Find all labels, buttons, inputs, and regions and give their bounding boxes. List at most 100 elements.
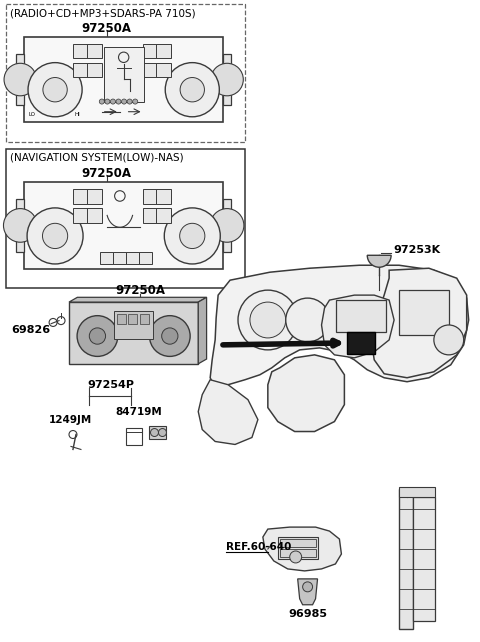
Bar — [73, 63, 88, 77]
Bar — [114, 311, 153, 339]
Bar — [73, 208, 88, 223]
Circle shape — [211, 64, 243, 96]
Circle shape — [286, 298, 329, 342]
Circle shape — [165, 63, 219, 117]
Polygon shape — [198, 380, 258, 444]
Text: 97253K: 97253K — [393, 245, 440, 256]
Circle shape — [121, 99, 127, 104]
Bar — [24, 37, 223, 122]
Circle shape — [132, 99, 138, 104]
Polygon shape — [198, 297, 206, 364]
Text: 1249JM: 1249JM — [49, 415, 92, 424]
Polygon shape — [263, 527, 341, 571]
Bar — [413, 498, 435, 621]
Bar — [348, 332, 375, 354]
Bar — [278, 537, 318, 559]
Text: 96985: 96985 — [288, 609, 327, 619]
Circle shape — [110, 99, 116, 104]
Circle shape — [162, 328, 178, 344]
Circle shape — [180, 223, 205, 248]
Polygon shape — [322, 295, 394, 358]
Bar — [148, 426, 167, 440]
Bar — [6, 4, 245, 142]
Bar — [280, 549, 315, 557]
Circle shape — [99, 99, 104, 104]
Bar — [87, 44, 102, 58]
Circle shape — [302, 582, 312, 592]
Bar — [24, 182, 223, 269]
Bar — [69, 302, 198, 364]
Bar — [87, 208, 102, 223]
Bar — [126, 252, 139, 264]
Text: 97254P: 97254P — [87, 380, 134, 390]
Bar — [336, 300, 386, 332]
Circle shape — [4, 64, 36, 96]
Polygon shape — [268, 355, 344, 431]
Bar — [104, 48, 144, 103]
Bar — [143, 189, 157, 204]
Bar — [399, 290, 449, 335]
Text: REF.60-640: REF.60-640 — [226, 542, 291, 552]
Circle shape — [42, 223, 68, 248]
Circle shape — [105, 99, 110, 104]
Bar — [139, 252, 152, 264]
Circle shape — [3, 209, 37, 242]
Bar — [126, 428, 142, 446]
Bar — [87, 63, 102, 77]
Circle shape — [180, 78, 204, 102]
Polygon shape — [210, 265, 468, 388]
Circle shape — [149, 316, 190, 356]
Bar — [156, 44, 171, 58]
Bar — [87, 189, 102, 204]
Bar — [129, 315, 137, 324]
Circle shape — [89, 328, 106, 344]
Bar — [223, 54, 231, 105]
Bar — [140, 315, 149, 324]
Circle shape — [210, 209, 244, 242]
Circle shape — [158, 428, 167, 437]
Text: (NAVIGATION SYSTEM(LOW)-NAS): (NAVIGATION SYSTEM(LOW)-NAS) — [11, 153, 184, 162]
Bar — [6, 149, 245, 288]
Text: HI: HI — [75, 112, 81, 117]
Wedge shape — [367, 256, 391, 267]
Bar — [143, 44, 157, 58]
Circle shape — [43, 78, 67, 102]
Bar — [156, 208, 171, 223]
Circle shape — [151, 428, 158, 437]
Circle shape — [164, 208, 220, 264]
Bar — [156, 189, 171, 204]
Bar — [223, 199, 231, 252]
Circle shape — [116, 99, 121, 104]
Bar — [73, 189, 88, 204]
Circle shape — [290, 551, 301, 563]
Circle shape — [250, 302, 286, 338]
Bar — [16, 199, 24, 252]
Polygon shape — [371, 268, 467, 377]
Polygon shape — [69, 297, 206, 302]
Text: 97250A: 97250A — [115, 284, 165, 297]
Circle shape — [28, 63, 82, 117]
Text: LO: LO — [29, 112, 36, 117]
Polygon shape — [298, 579, 318, 605]
Text: 69826: 69826 — [12, 325, 50, 335]
Bar — [156, 63, 171, 77]
Bar — [117, 315, 126, 324]
Bar — [16, 54, 24, 105]
Circle shape — [127, 99, 132, 104]
Circle shape — [77, 316, 118, 356]
Circle shape — [238, 290, 298, 350]
Bar — [100, 252, 113, 264]
Bar — [73, 44, 88, 58]
Bar — [113, 252, 126, 264]
Bar — [143, 208, 157, 223]
Circle shape — [434, 325, 464, 355]
Text: 84719M: 84719M — [116, 406, 162, 417]
Bar — [399, 489, 413, 629]
Bar — [399, 487, 435, 498]
Text: (RADIO+CD+MP3+SDARS-PA 710S): (RADIO+CD+MP3+SDARS-PA 710S) — [11, 8, 196, 19]
Text: 97250A: 97250A — [82, 167, 132, 180]
Bar — [143, 63, 157, 77]
Circle shape — [27, 208, 83, 264]
Bar — [280, 539, 315, 547]
Text: 97250A: 97250A — [82, 22, 132, 35]
